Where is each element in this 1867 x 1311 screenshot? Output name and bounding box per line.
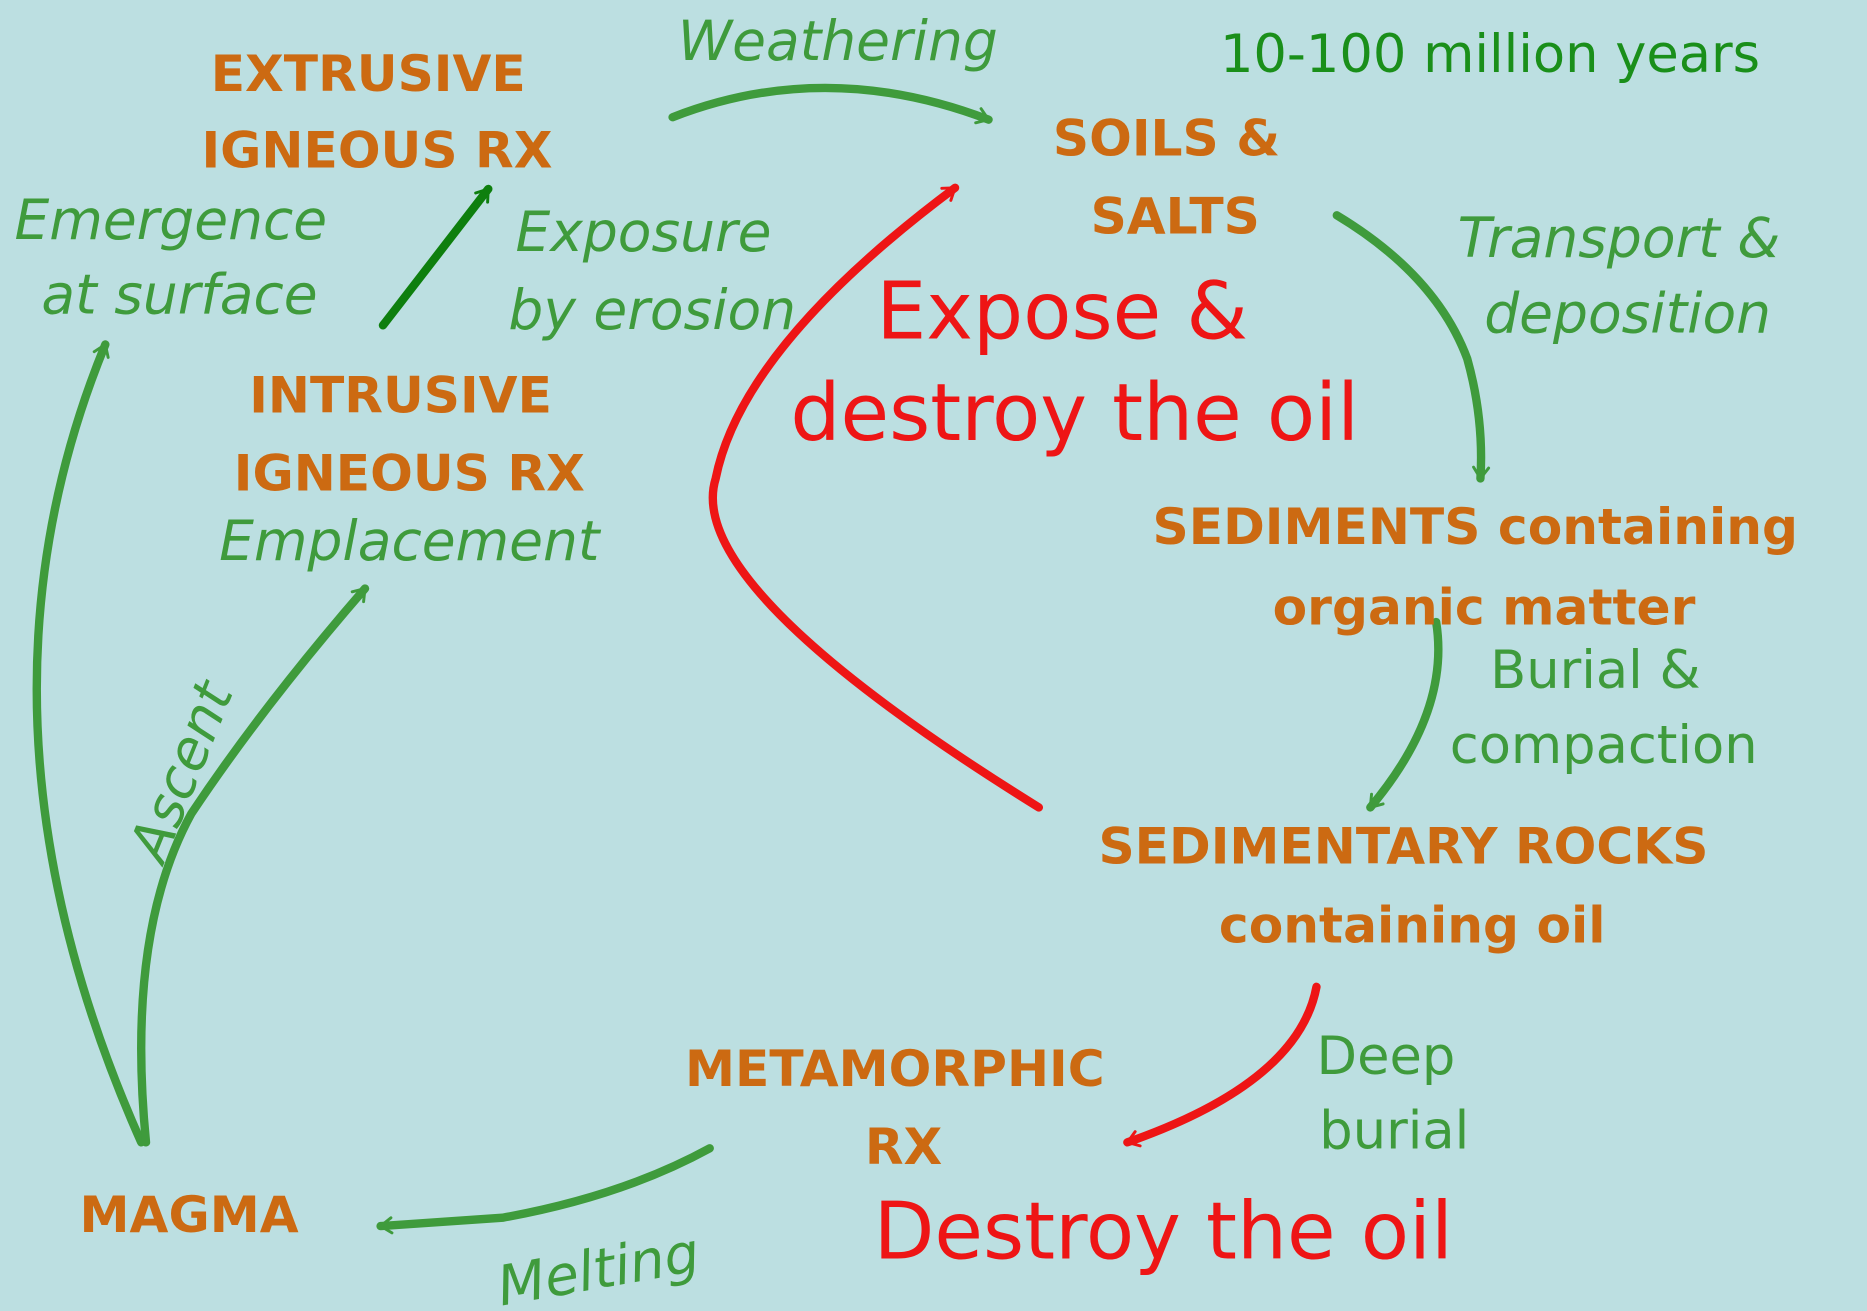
- text-line: EXTRUSIVE: [211, 44, 526, 103]
- label-emergence: Emergence at surface: [14, 188, 344, 326]
- text-line: at surface: [41, 262, 317, 326]
- label-exposure: Exposure by erosion: [508, 200, 796, 342]
- text-line: compaction: [1450, 715, 1758, 776]
- text-line: Destroy the oil: [874, 1185, 1453, 1277]
- text-line: SEDIMENTS containing: [1153, 497, 1798, 556]
- text-line: Transport &: [1458, 206, 1780, 270]
- text-line: RX: [865, 1117, 942, 1176]
- warning-destroy: Destroy the oil: [874, 1185, 1453, 1277]
- time-annotation: 10-100 million years: [1220, 24, 1760, 85]
- arrow-emergence: [32, 340, 146, 1147]
- arrow-burial: [1366, 617, 1443, 812]
- arrow-expose: [708, 183, 1044, 812]
- text-line: organic matter: [1273, 577, 1696, 636]
- text-line: burial: [1319, 1100, 1469, 1161]
- node-soils: SOILS & SALTS: [1053, 109, 1298, 246]
- text-line: Emplacement: [219, 509, 602, 573]
- text-line: MAGMA: [80, 1185, 299, 1244]
- label-emplacement: Emplacement: [219, 509, 602, 573]
- text-line: containing oil: [1219, 896, 1606, 955]
- node-magma: MAGMA: [80, 1185, 299, 1244]
- text-line: METAMORPHIC: [685, 1039, 1105, 1098]
- text-line: INTRUSIVE: [249, 366, 552, 425]
- text-line: Burial &: [1490, 640, 1700, 701]
- text-line: IGNEOUS RX: [234, 443, 585, 502]
- text-line: by erosion: [508, 278, 796, 342]
- arrow-ascent: [137, 584, 370, 1147]
- warning-expose: Expose & destroy the oil: [790, 266, 1359, 460]
- text-line: SEDIMENTARY ROCKS: [1098, 817, 1708, 876]
- arrow-deep-burial: [1123, 982, 1321, 1148]
- arrow-exposure: [378, 184, 493, 330]
- arrow-transport: [1332, 211, 1491, 483]
- text-line: destroy the oil: [790, 367, 1359, 459]
- text-line: Deep: [1317, 1026, 1456, 1087]
- node-sedimentary: SEDIMENTARY ROCKS containing oil: [1098, 817, 1725, 955]
- text-line: IGNEOUS RX: [201, 120, 552, 179]
- text-line: deposition: [1484, 282, 1771, 346]
- text-line: Exposure: [516, 200, 772, 264]
- text-line: SALTS: [1091, 186, 1260, 245]
- text-line: SOILS &: [1053, 109, 1280, 168]
- text-line: Weathering: [678, 9, 998, 73]
- label-transport: Transport & deposition: [1458, 206, 1798, 345]
- text-line: Expose &: [876, 266, 1248, 358]
- label-burial: Burial & compaction: [1450, 640, 1758, 776]
- node-sediments: SEDIMENTS containing organic matter: [1153, 497, 1816, 636]
- label-weathering: Weathering: [678, 9, 998, 73]
- node-metamorphic: METAMORPHIC RX: [685, 1039, 1122, 1176]
- node-intrusive: INTRUSIVE IGNEOUS RX: [234, 366, 585, 503]
- node-extrusive: EXTRUSIVE IGNEOUS RX: [201, 44, 552, 180]
- arrow-weathering: [668, 83, 993, 125]
- arrow-melting: [376, 1144, 714, 1235]
- text-line: Emergence: [14, 188, 327, 252]
- label-deep-burial: Deep burial: [1317, 1026, 1472, 1161]
